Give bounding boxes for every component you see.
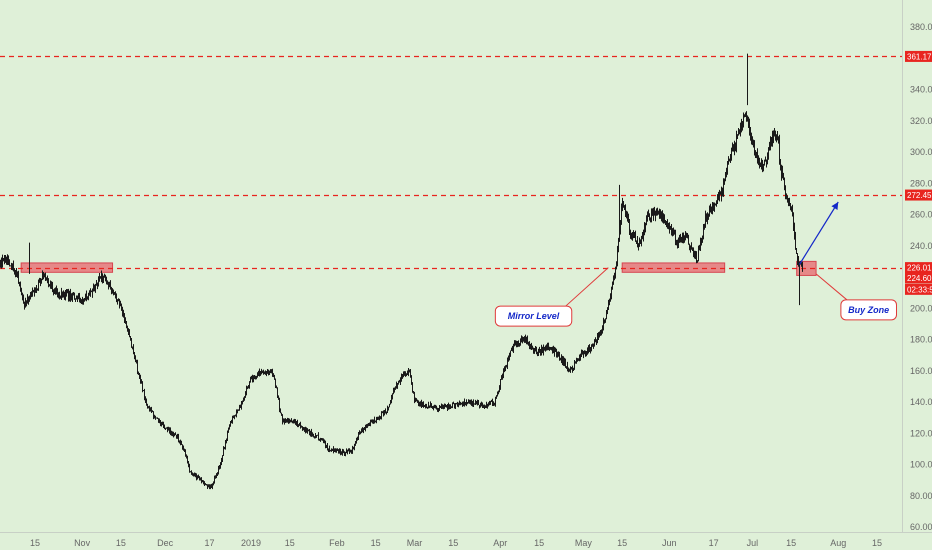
- callout-pointer: [565, 267, 609, 307]
- zone-rect: [621, 262, 726, 273]
- callout-label: Mirror Level: [508, 311, 560, 321]
- price-badge-label: 02:33:55: [907, 285, 932, 294]
- callout-label: Buy Zone: [848, 305, 889, 315]
- price-badge: [905, 262, 932, 274]
- x-tick-label: Dec: [157, 538, 174, 548]
- x-tick-label: 15: [534, 538, 544, 548]
- x-tick-label: Apr: [493, 538, 507, 548]
- price-badge-label: 226.01: [907, 264, 932, 273]
- y-tick-label: 200.00: [910, 303, 932, 313]
- y-tick-label: 240.00: [910, 241, 932, 251]
- y-tick-label: 140.00: [910, 397, 932, 407]
- y-tick-label: 320.00: [910, 116, 932, 126]
- x-tick-label: 2019: [241, 538, 261, 548]
- x-tick-label: 15: [371, 538, 381, 548]
- x-tick-label: 17: [204, 538, 214, 548]
- y-tick-label: 180.00: [910, 335, 932, 345]
- x-tick-label: 15: [617, 538, 627, 548]
- y-tick-label: 80.00: [910, 491, 932, 501]
- price-badge: [905, 272, 932, 284]
- x-tick-label: 15: [448, 538, 458, 548]
- time-axis[interactable]: 15 Nov 15 Dec 17 2019 15 Feb 15 Mar 15 Apr 15 May 15 Ju…: [30, 538, 882, 548]
- y-tick-label: 60.00: [910, 522, 932, 532]
- price-badge: [905, 189, 932, 201]
- price-badge-label: 272.45: [907, 191, 932, 200]
- x-tick-label: 15: [30, 538, 40, 548]
- y-tick-label: 340.00: [910, 85, 932, 95]
- price-axis[interactable]: 60.00 80.00 100.00 120.00 140.00 160.00 180.00…: [910, 22, 932, 532]
- x-tick-label: Aug: [830, 538, 846, 548]
- y-tick-label: 100.00: [910, 460, 932, 470]
- callout-box: [840, 299, 897, 321]
- y-tick-label: 300.00: [910, 147, 932, 157]
- y-tick-label: 160.00: [910, 366, 932, 376]
- price-badge: [905, 283, 932, 295]
- callout-pointer: [815, 273, 848, 301]
- up-arrow: [798, 201, 839, 265]
- candles-layer: [0, 53, 803, 490]
- x-tick-label: 15: [872, 538, 882, 548]
- levels-layer: [0, 55, 902, 270]
- x-tick-label: Feb: [329, 538, 345, 548]
- price-badge: [905, 50, 932, 62]
- y-tick-label: 280.00: [910, 178, 932, 188]
- price-badge-label: 361.17: [907, 52, 932, 61]
- callout-box: [494, 305, 573, 327]
- x-tick-label: 17: [709, 538, 719, 548]
- x-tick-label: Jul: [747, 538, 759, 548]
- x-tick-label: 15: [786, 538, 796, 548]
- x-tick-label: Jun: [662, 538, 677, 548]
- y-tick-label: 260.00: [910, 210, 932, 220]
- price-badge-label: 224.60: [907, 274, 932, 283]
- x-tick-label: 15: [285, 538, 295, 548]
- x-tick-label: Nov: [74, 538, 91, 548]
- x-tick-label: Mar: [407, 538, 423, 548]
- x-tick-label: May: [575, 538, 593, 548]
- y-tick-label: 380.00: [910, 22, 932, 32]
- y-tick-label: 120.00: [910, 428, 932, 438]
- annotations-layer: Mirror Level Buy Zone: [494, 201, 897, 327]
- x-tick-label: 15: [116, 538, 126, 548]
- zone-rect: [20, 262, 114, 273]
